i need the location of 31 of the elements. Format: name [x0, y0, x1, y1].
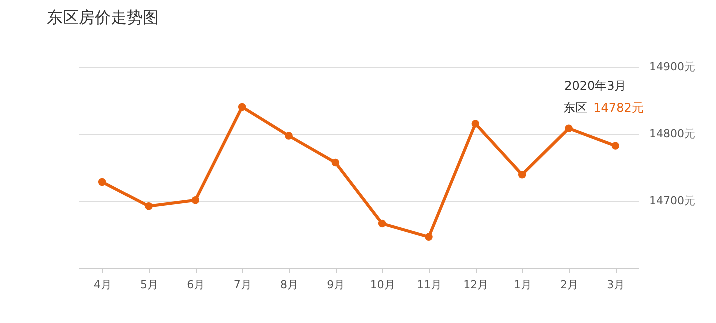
- x-tick-label: 6月: [187, 278, 206, 292]
- point: [192, 196, 200, 204]
- point: [98, 178, 106, 186]
- series-label: 东区: [564, 101, 588, 116]
- x-tick-label: 10月: [370, 278, 396, 292]
- annotation: 14782元: [594, 101, 644, 116]
- y-tick-label: 14900元: [650, 60, 696, 74]
- x-tick-label: 12月: [464, 278, 489, 292]
- x-tick-label: 2月: [560, 278, 578, 292]
- point: [518, 171, 526, 179]
- x-tick-label: 1月: [514, 278, 532, 292]
- point: [612, 142, 620, 150]
- point: [238, 103, 246, 112]
- x-tick-label: 9月: [327, 278, 346, 292]
- chart-title: 东区房价走势图: [47, 8, 159, 27]
- y-tick-label: 14700元: [650, 194, 696, 208]
- x-tick-label: 4月: [94, 278, 112, 292]
- y-tick-label: 14800元: [650, 128, 696, 140]
- point: [332, 158, 340, 167]
- annotation: 2020年3月: [564, 79, 627, 94]
- x-tick-label: 7月: [234, 278, 252, 292]
- point: [425, 233, 433, 242]
- x-tick-label: 5月: [140, 278, 158, 292]
- point: [378, 220, 386, 228]
- x-tick-label: 8月: [280, 278, 298, 292]
- x-tick-label: 11月: [417, 278, 442, 292]
- point: [145, 202, 153, 210]
- x-tick-label: 3月: [607, 278, 626, 292]
- point: [285, 132, 293, 140]
- point: [472, 120, 480, 128]
- point: [565, 124, 573, 133]
